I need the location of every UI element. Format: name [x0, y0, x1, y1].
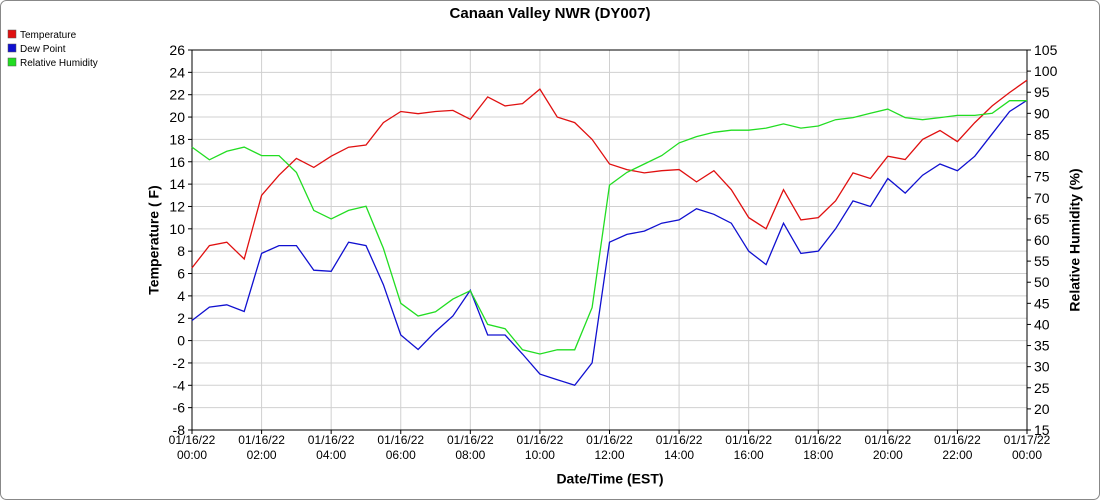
y2-tick-label: 50 — [1034, 274, 1050, 290]
y2-tick-label: 30 — [1034, 359, 1050, 375]
x-tick-label-line: 08:00 — [455, 448, 485, 462]
x-tick-label-line: 18:00 — [803, 448, 833, 462]
x-tick-label: 01/16/22 04:00 — [308, 433, 355, 462]
legend-swatch — [7, 57, 17, 67]
y2-tick-label: 20 — [1034, 401, 1050, 417]
y-tick-label: 18 — [169, 131, 185, 147]
x-tick-label-line: 01/16/22 — [864, 433, 911, 447]
x-tick-label-line: 01/16/22 — [656, 433, 703, 447]
y2-tick-label: 70 — [1034, 190, 1050, 206]
y-tick-label: 6 — [177, 266, 185, 282]
x-tick-label-line: 16:00 — [734, 448, 764, 462]
y2-tick-label: 40 — [1034, 316, 1050, 332]
x-tick-label: 01/16/22 18:00 — [795, 433, 842, 462]
y2-tick-label: 25 — [1034, 380, 1050, 396]
y2-tick-label: 15 — [1034, 422, 1050, 438]
y-tick-label: -2 — [173, 355, 186, 371]
y-tick-label: 0 — [177, 333, 185, 349]
legend-label: Temperature — [20, 30, 77, 41]
x-tick-label-line: 00:00 — [1012, 448, 1042, 462]
x-tick-label: 01/16/22 12:00 — [586, 433, 633, 462]
x-tick-label-line: 01/16/22 — [238, 433, 285, 447]
y-tick-label: 22 — [169, 87, 185, 103]
plot-frame — [191, 49, 1028, 431]
x-tick-label-line: 14:00 — [664, 448, 694, 462]
y-tick-label: -8 — [173, 422, 186, 438]
y-tick-label: 14 — [169, 176, 185, 192]
series-line — [191, 100, 1027, 355]
y2-tick-label: 45 — [1034, 295, 1050, 311]
y-tick-label: 12 — [169, 198, 185, 214]
x-tick-label: 01/17/22 00:00 — [1004, 433, 1051, 462]
x-tick-label-line: 06:00 — [386, 448, 416, 462]
x-axis-label: Date/Time (EST) — [556, 471, 663, 487]
legend-swatch — [7, 29, 17, 39]
y-tick-label: 10 — [169, 221, 185, 237]
x-tick-label-line: 22:00 — [942, 448, 972, 462]
x-tick-label: 01/16/22 10:00 — [517, 433, 564, 462]
x-tick-label-line: 01/16/22 — [725, 433, 772, 447]
x-tick-label-line: 00:00 — [177, 448, 207, 462]
y2-tick-label: 35 — [1034, 338, 1050, 354]
x-tick-label-line: 01/16/22 — [377, 433, 424, 447]
x-tick-label-line: 01/16/22 — [934, 433, 981, 447]
x-tick-label-line: 01/16/22 — [586, 433, 633, 447]
y-tick-label: 24 — [169, 64, 185, 80]
y2-tick-label: 95 — [1034, 84, 1050, 100]
y2-tick-label: 60 — [1034, 232, 1050, 248]
series-line — [191, 79, 1028, 269]
legend-label: Dew Point — [20, 44, 66, 55]
x-tick-label-line: 01/16/22 — [447, 433, 494, 447]
legend-label: Relative Humidity — [20, 58, 98, 69]
y2-axis-label: Relative Humidity (%) — [1067, 168, 1083, 311]
y-tick-label: 2 — [177, 310, 185, 326]
y-tick-label: 20 — [169, 109, 185, 125]
y-tick-label: -6 — [173, 400, 186, 416]
x-tick-label-line: 04:00 — [316, 448, 346, 462]
y-tick-label: 26 — [169, 42, 185, 58]
series-line — [191, 99, 1028, 387]
x-tick-label: 01/16/22 14:00 — [656, 433, 703, 462]
y2-tick-label: 80 — [1034, 148, 1050, 164]
x-tick-label-line: 01/16/22 — [517, 433, 564, 447]
y-tick-label: -4 — [173, 377, 186, 393]
x-tick-label-line: 01/16/22 — [795, 433, 842, 447]
x-tick-label: 01/16/22 06:00 — [377, 433, 424, 462]
x-tick-label-line: 20:00 — [873, 448, 903, 462]
chart-title: Canaan Valley NWR (DY007) — [450, 5, 651, 22]
y2-tick-label: 85 — [1034, 126, 1050, 142]
y-tick-label: 4 — [177, 288, 185, 304]
x-tick-label: 01/16/22 02:00 — [238, 433, 285, 462]
x-tick-label: 01/16/22 00:00 — [169, 433, 216, 462]
y2-tick-label: 55 — [1034, 253, 1050, 269]
x-tick-label-line: 01/17/22 — [1004, 433, 1051, 447]
x-tick-label-line: 12:00 — [594, 448, 624, 462]
y2-tick-label: 90 — [1034, 105, 1050, 121]
x-tick-label: 01/16/22 16:00 — [725, 433, 772, 462]
x-tick-label-line: 01/16/22 — [169, 433, 216, 447]
x-tick-label-line: 10:00 — [525, 448, 555, 462]
y-axis-label: Temperature ( F) — [146, 185, 162, 294]
x-tick-label: 01/16/22 08:00 — [447, 433, 494, 462]
y-tick-label: 8 — [177, 243, 185, 259]
y2-tick-label: 100 — [1034, 63, 1058, 79]
x-tick-label: 01/16/22 20:00 — [864, 433, 911, 462]
x-tick-label-line: 02:00 — [247, 448, 277, 462]
x-tick-label-line: 01/16/22 — [308, 433, 355, 447]
x-tick-label: 01/16/22 22:00 — [934, 433, 981, 462]
y2-tick-label: 75 — [1034, 169, 1050, 185]
y2-tick-label: 105 — [1034, 42, 1058, 58]
y2-tick-label: 65 — [1034, 211, 1050, 227]
legend-swatch — [7, 43, 17, 53]
y-tick-label: 16 — [169, 154, 185, 170]
